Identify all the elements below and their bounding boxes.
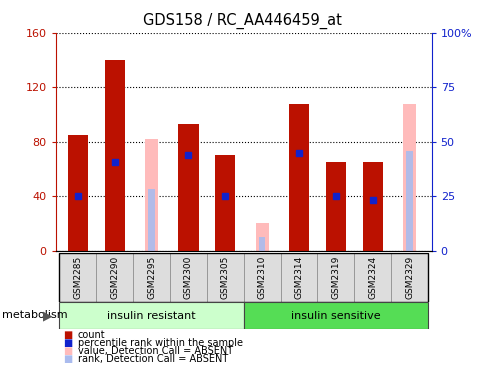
Bar xyxy=(133,253,170,302)
Text: count: count xyxy=(77,330,105,340)
Text: ■: ■ xyxy=(63,338,72,348)
Text: value, Detection Call = ABSENT: value, Detection Call = ABSENT xyxy=(77,346,232,356)
Bar xyxy=(325,162,345,251)
Text: GSM2300: GSM2300 xyxy=(183,255,193,299)
Bar xyxy=(178,124,198,251)
Bar xyxy=(317,253,353,302)
Bar xyxy=(148,190,154,251)
Text: insulin sensitive: insulin sensitive xyxy=(290,311,380,321)
Bar xyxy=(243,302,427,329)
Bar xyxy=(280,253,317,302)
Bar xyxy=(60,253,96,302)
Bar xyxy=(406,152,412,251)
Text: ■: ■ xyxy=(63,354,72,364)
Text: ■: ■ xyxy=(63,330,72,340)
Bar xyxy=(68,135,88,251)
Bar xyxy=(170,253,207,302)
Bar xyxy=(215,156,235,251)
Text: rank, Detection Call = ABSENT: rank, Detection Call = ABSENT xyxy=(77,354,227,364)
Bar xyxy=(258,237,265,251)
Text: GSM2324: GSM2324 xyxy=(367,256,377,299)
Bar xyxy=(353,253,390,302)
Text: GSM2310: GSM2310 xyxy=(257,255,266,299)
Text: GDS158 / RC_AA446459_at: GDS158 / RC_AA446459_at xyxy=(143,13,341,29)
Text: ▶: ▶ xyxy=(43,309,52,322)
Bar xyxy=(105,60,124,251)
Text: GSM2329: GSM2329 xyxy=(404,255,413,299)
Text: GSM2285: GSM2285 xyxy=(73,255,82,299)
Bar xyxy=(362,162,382,251)
Text: GSM2305: GSM2305 xyxy=(220,255,229,299)
Text: GSM2290: GSM2290 xyxy=(110,255,119,299)
Text: GSM2295: GSM2295 xyxy=(147,255,156,299)
Bar xyxy=(390,253,427,302)
Bar xyxy=(207,253,243,302)
Text: GSM2319: GSM2319 xyxy=(331,255,340,299)
Text: ■: ■ xyxy=(63,346,72,356)
Bar xyxy=(255,224,268,251)
Text: insulin resistant: insulin resistant xyxy=(107,311,196,321)
Bar xyxy=(145,139,158,251)
Bar xyxy=(243,253,280,302)
Bar xyxy=(60,302,243,329)
Bar xyxy=(288,104,308,251)
Text: metabolism: metabolism xyxy=(2,310,68,321)
Text: GSM2314: GSM2314 xyxy=(294,255,303,299)
Bar xyxy=(96,253,133,302)
Bar xyxy=(402,104,415,251)
Text: percentile rank within the sample: percentile rank within the sample xyxy=(77,338,242,348)
